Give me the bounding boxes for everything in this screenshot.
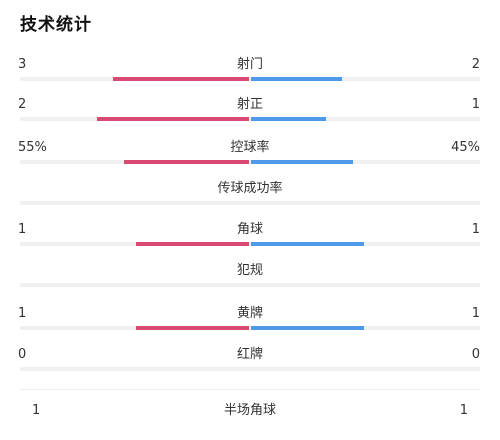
away-value: 0 xyxy=(471,347,480,362)
away-value: 2 xyxy=(471,57,480,72)
stat-track xyxy=(20,201,480,205)
stat-row-shots: 3 射门 2 xyxy=(0,57,500,97)
stat-track xyxy=(20,160,480,164)
page-title: 技术统计 xyxy=(20,15,92,35)
stat-label: 犯规 xyxy=(236,263,263,278)
home-value: 0 xyxy=(18,347,27,362)
half-time-corners-row: 1 半场角球 1 xyxy=(0,403,500,421)
stat-label: 角球 xyxy=(236,222,263,237)
away-bar xyxy=(251,77,342,81)
stat-label: 控球率 xyxy=(230,140,270,155)
home-value: 1 xyxy=(18,222,27,237)
home-bar xyxy=(124,160,249,164)
stat-row-shots-on-target: 2 射正 1 xyxy=(0,97,500,137)
stat-track xyxy=(20,117,480,121)
stat-track xyxy=(20,326,480,330)
away-value: 1 xyxy=(471,306,480,321)
home-value: 1 xyxy=(32,403,41,418)
stat-track xyxy=(20,367,480,371)
stat-label: 半场角球 xyxy=(223,403,276,418)
home-bar xyxy=(136,326,249,330)
away-value: 1 xyxy=(459,403,468,418)
stat-label: 射门 xyxy=(236,57,263,72)
stat-label: 射正 xyxy=(236,97,263,112)
home-bar xyxy=(113,77,249,81)
home-value: 3 xyxy=(18,57,27,72)
away-bar xyxy=(251,117,326,121)
away-bar xyxy=(251,160,353,164)
stat-label: 传球成功率 xyxy=(217,181,283,196)
stat-track xyxy=(20,242,480,246)
divider xyxy=(20,389,480,390)
away-value: 45% xyxy=(451,140,480,155)
stat-row-fouls: 犯规 xyxy=(0,263,500,303)
stat-row-corners: 1 角球 1 xyxy=(0,222,500,262)
stat-track xyxy=(20,77,480,81)
home-value: 2 xyxy=(18,97,27,112)
home-value: 55% xyxy=(18,140,47,155)
away-bar xyxy=(251,326,364,330)
stat-row-red-cards: 0 红牌 0 xyxy=(0,347,500,387)
stat-row-yellow-cards: 1 黄牌 1 xyxy=(0,306,500,346)
stat-track xyxy=(20,283,480,287)
stat-label: 黄牌 xyxy=(236,306,263,321)
home-bar xyxy=(97,117,249,121)
stat-label: 红牌 xyxy=(236,347,263,362)
away-bar xyxy=(251,242,364,246)
away-value: 1 xyxy=(471,222,480,237)
away-value: 1 xyxy=(471,97,480,112)
stat-row-pass-accuracy: 传球成功率 xyxy=(0,181,500,221)
home-value: 1 xyxy=(18,306,27,321)
home-bar xyxy=(136,242,249,246)
stat-row-possession: 55% 控球率 45% xyxy=(0,140,500,180)
